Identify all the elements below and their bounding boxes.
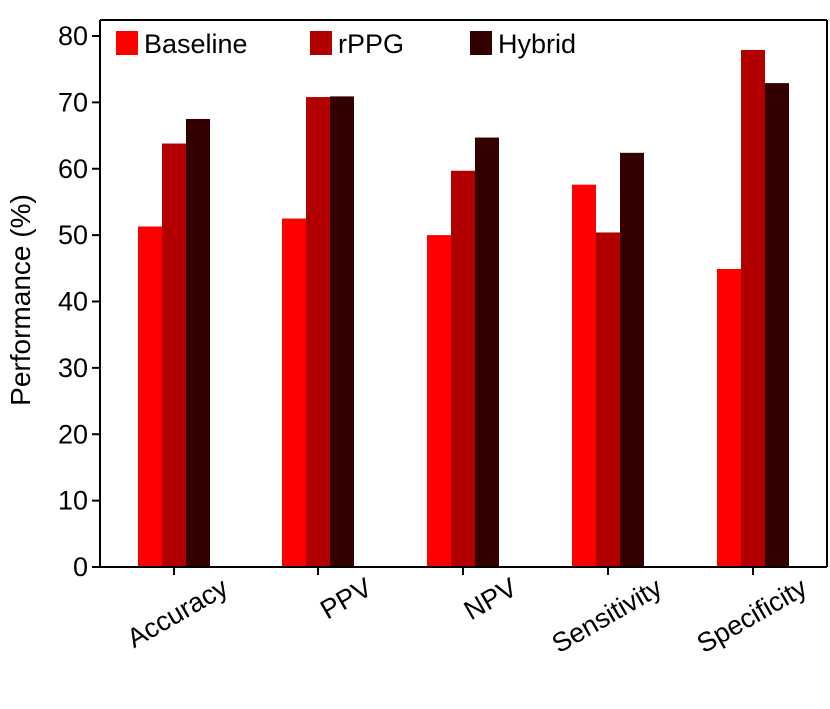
bar-baseline-npv <box>427 235 451 567</box>
y-tick-label: 80 <box>58 21 88 51</box>
x-ticks: Accuracy PPV NPV Sensitivity Specificity <box>122 567 813 659</box>
bar-hybrid-sensitivity <box>620 152 644 567</box>
y-ticks: 0 10 20 30 40 50 60 70 80 <box>58 21 100 582</box>
y-tick-label: 0 <box>73 552 88 582</box>
x-tick-label-specificity: Specificity <box>692 572 813 659</box>
bar-baseline-specificity <box>717 268 741 567</box>
bar-rppg-specificity <box>741 49 765 568</box>
bars-layer <box>138 49 789 568</box>
legend-label-baseline: Baseline <box>144 29 248 59</box>
legend-swatch-rppg <box>310 31 332 55</box>
y-tick-label: 40 <box>58 287 88 317</box>
y-tick-label: 60 <box>58 154 88 184</box>
y-tick-label: 50 <box>58 220 88 250</box>
legend: Baseline rPPG Hybrid <box>116 29 576 59</box>
bar-baseline-sensitivity <box>572 184 596 567</box>
bar-rppg-accuracy <box>162 143 186 567</box>
y-tick-label: 20 <box>58 419 88 449</box>
x-tick-label-npv: NPV <box>459 572 522 626</box>
bar-baseline-ppv <box>282 218 306 567</box>
bar-hybrid-npv <box>475 137 499 567</box>
y-tick-label: 70 <box>58 87 88 117</box>
y-tick-label: 10 <box>58 486 88 516</box>
bar-rppg-npv <box>451 170 475 567</box>
y-axis-title: Performance (%) <box>5 194 36 406</box>
x-tick-label-accuracy: Accuracy <box>122 572 234 654</box>
axes-layer <box>99 19 828 568</box>
x-tick-label-ppv: PPV <box>315 572 377 625</box>
bar-hybrid-accuracy <box>186 118 210 567</box>
bar-rppg-ppv <box>306 97 330 567</box>
legend-swatch-baseline <box>116 31 138 55</box>
bar-hybrid-specificity <box>765 83 789 567</box>
bar-rppg-sensitivity <box>596 232 620 567</box>
bar-baseline-accuracy <box>138 226 162 567</box>
legend-label-hybrid: Hybrid <box>498 29 576 59</box>
legend-label-rppg: rPPG <box>338 29 404 59</box>
bar-hybrid-ppv <box>330 96 354 568</box>
y-tick-label: 30 <box>58 353 88 383</box>
legend-swatch-hybrid <box>470 31 492 55</box>
x-tick-label-sensitivity: Sensitivity <box>547 572 668 659</box>
